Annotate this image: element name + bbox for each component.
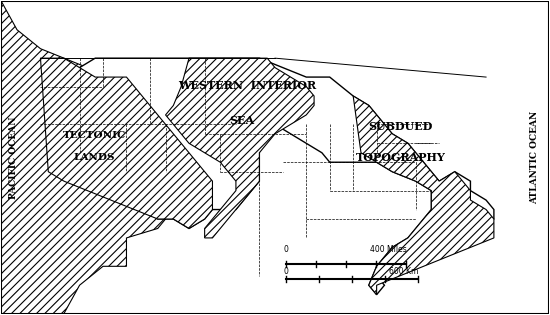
Polygon shape [2, 1, 31, 314]
Polygon shape [166, 58, 314, 238]
Text: SUBDUED: SUBDUED [368, 121, 433, 132]
Text: LANDS: LANDS [74, 153, 115, 162]
Text: TOPOGRAPHY: TOPOGRAPHY [356, 152, 446, 163]
Polygon shape [41, 58, 494, 295]
Text: TECTONIC: TECTONIC [63, 131, 126, 140]
Text: 600 Km: 600 Km [389, 267, 419, 276]
Text: 0: 0 [283, 267, 288, 276]
Polygon shape [439, 1, 548, 314]
Polygon shape [2, 1, 212, 314]
Polygon shape [41, 58, 212, 228]
Text: ATLANTIC OCEAN: ATLANTIC OCEAN [530, 111, 540, 204]
Text: 400 Miles: 400 Miles [370, 245, 406, 254]
Text: 0: 0 [283, 245, 288, 254]
Text: SEA: SEA [229, 115, 255, 126]
Text: WESTERN  INTERIOR: WESTERN INTERIOR [179, 80, 317, 91]
Polygon shape [2, 1, 34, 314]
Polygon shape [455, 1, 548, 314]
Text: PACIFIC OCEAN: PACIFIC OCEAN [9, 116, 18, 199]
Polygon shape [353, 96, 494, 295]
